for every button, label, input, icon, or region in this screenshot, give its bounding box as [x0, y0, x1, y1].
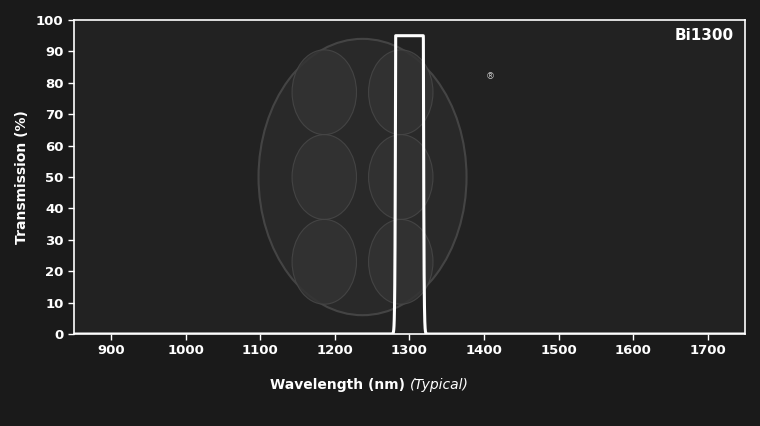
Text: ®: ® [486, 72, 495, 81]
Text: Wavelength (nm): Wavelength (nm) [270, 378, 410, 392]
Y-axis label: Transmission (%): Transmission (%) [15, 110, 29, 244]
Ellipse shape [369, 50, 433, 135]
Ellipse shape [292, 219, 356, 304]
Ellipse shape [369, 135, 433, 219]
Ellipse shape [292, 135, 356, 219]
Ellipse shape [258, 39, 467, 315]
Text: Bi1300: Bi1300 [674, 28, 733, 43]
Ellipse shape [292, 50, 356, 135]
Text: (Typical): (Typical) [410, 378, 468, 392]
Ellipse shape [369, 219, 433, 304]
